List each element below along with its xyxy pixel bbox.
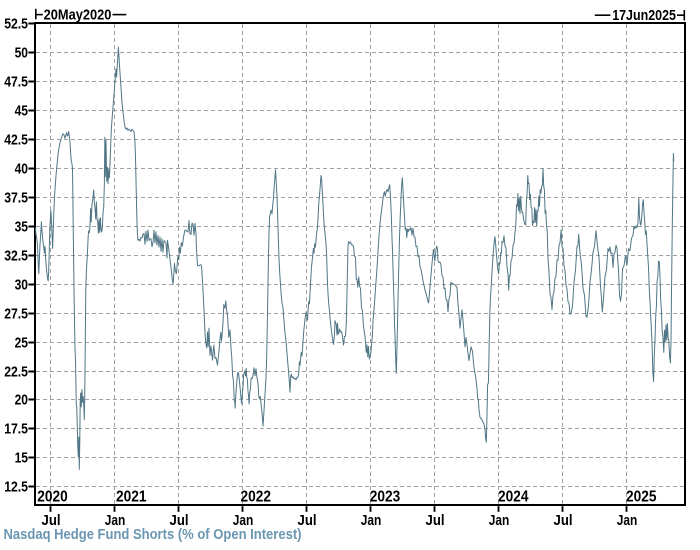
svg-text:Jan: Jan: [105, 513, 126, 529]
svg-text:17Jun2025: 17Jun2025: [612, 8, 676, 24]
svg-text:Jul: Jul: [554, 513, 573, 529]
svg-text:Nasdaq Hedge Fund Shorts (% of: Nasdaq Hedge Fund Shorts (% of Open Inte…: [4, 527, 302, 543]
svg-text:42.5: 42.5: [4, 133, 28, 149]
svg-text:40: 40: [15, 162, 28, 178]
svg-text:17.5: 17.5: [4, 422, 28, 438]
svg-text:Jan: Jan: [361, 513, 382, 529]
svg-text:2021: 2021: [116, 489, 147, 506]
svg-text:15: 15: [15, 451, 28, 467]
svg-text:20: 20: [15, 393, 28, 409]
svg-text:12.5: 12.5: [4, 480, 28, 496]
svg-text:2024: 2024: [498, 489, 529, 506]
svg-text:35: 35: [15, 220, 28, 236]
svg-text:Jan: Jan: [489, 513, 510, 529]
svg-text:Jan: Jan: [233, 513, 254, 529]
svg-text:Jul: Jul: [426, 513, 445, 529]
svg-text:Jul: Jul: [42, 513, 61, 529]
svg-text:2023: 2023: [370, 489, 401, 506]
svg-text:52.5: 52.5: [4, 17, 28, 33]
svg-text:30: 30: [15, 278, 28, 294]
svg-text:2025: 2025: [626, 489, 657, 506]
svg-text:27.5: 27.5: [4, 307, 28, 323]
svg-text:22.5: 22.5: [4, 365, 28, 381]
svg-text:50: 50: [15, 46, 28, 62]
svg-text:Jul: Jul: [170, 513, 189, 529]
svg-text:45: 45: [15, 104, 28, 120]
svg-text:2020: 2020: [37, 489, 68, 506]
svg-text:20May2020: 20May2020: [44, 7, 112, 23]
svg-text:2022: 2022: [241, 489, 272, 506]
svg-text:Jul: Jul: [298, 513, 317, 529]
svg-text:32.5: 32.5: [4, 249, 28, 265]
svg-text:47.5: 47.5: [4, 75, 28, 91]
svg-text:25: 25: [15, 336, 28, 352]
svg-text:37.5: 37.5: [4, 191, 28, 207]
svg-text:Jan: Jan: [617, 513, 638, 529]
